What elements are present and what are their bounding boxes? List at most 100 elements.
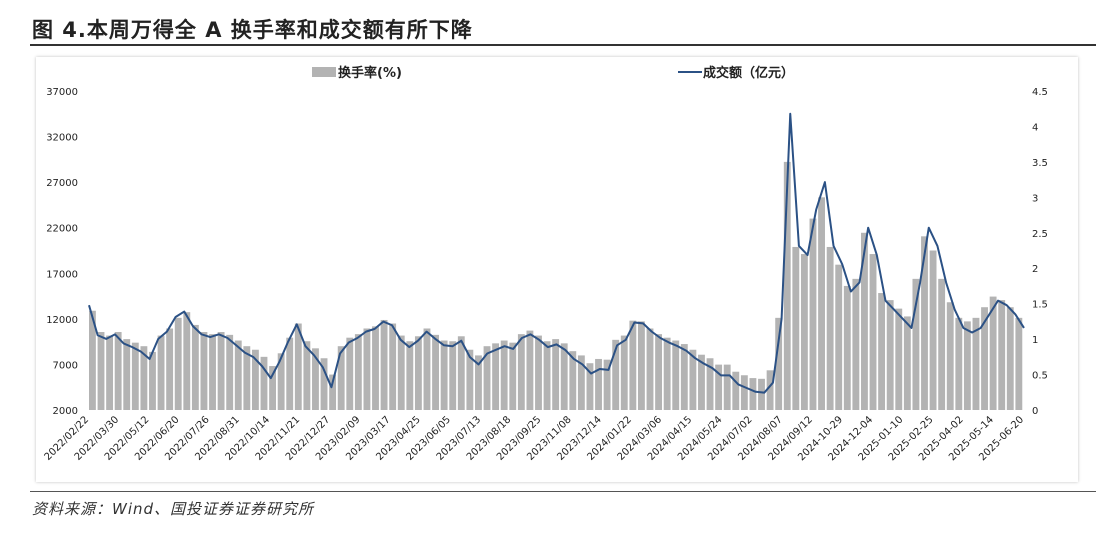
turnover-bar (800, 254, 808, 410)
turnover-bar (852, 278, 860, 410)
turnover-bar (886, 300, 894, 410)
turnover-bar (663, 337, 671, 410)
turnover-bar (440, 340, 448, 410)
turnover-bar (543, 341, 551, 410)
turnover-bar (955, 317, 963, 410)
right-tick-label: 2.5 (1032, 229, 1048, 240)
right-tick-label: 0 (1032, 406, 1038, 417)
turnover-bar (406, 341, 414, 410)
turnover-bar (655, 334, 663, 410)
turnover-bar (680, 344, 688, 410)
turnover-bar (449, 341, 457, 410)
turnover-bar (131, 342, 139, 410)
turnover-bar (269, 366, 276, 410)
right-tick-label: 0.5 (1032, 371, 1048, 382)
turnover-bar (380, 319, 388, 410)
turnover-bar (174, 317, 182, 410)
turnover-bar (286, 337, 294, 410)
turnover-bar (89, 310, 96, 410)
turnover-bar (320, 358, 328, 410)
turnover-bar (312, 348, 319, 410)
chart-frame: 2000 7000 12000 17000 22000 27000 32000 37000 0… (36, 57, 1078, 482)
turnover-bar (535, 335, 542, 410)
turnover-bar (483, 346, 491, 410)
right-tick-label: 1.5 (1032, 300, 1048, 311)
turnover-bar (157, 335, 165, 410)
turnover-bar (595, 358, 602, 410)
page-title: 图 4.本周万得全 A 换手率和成交额有所下降 (32, 18, 473, 42)
left-tick-label: 22000 (46, 224, 78, 235)
turnover-bar (843, 285, 851, 410)
turnover-bar (569, 351, 577, 410)
turnover-bar (989, 296, 997, 410)
legend-label-bars: 换手率(%) (338, 65, 402, 81)
turnover-bar (603, 359, 611, 410)
amount-line (88, 112, 1025, 394)
turnover-bar (432, 334, 439, 410)
turnover-bar (329, 374, 337, 410)
turnover-bar (234, 340, 242, 410)
right-tick-label: 4 (1032, 122, 1038, 133)
right-tick-label: 1 (1032, 335, 1038, 346)
turnover-bar (732, 371, 740, 410)
source-note: 资料来源：Wind、国投证券证券研究所 (32, 500, 315, 518)
turnover-bar (981, 307, 988, 410)
turnover-bar (586, 363, 594, 410)
turnover-bar (749, 378, 757, 410)
turnover-bar (758, 378, 765, 410)
source-rule (30, 491, 1096, 492)
turnover-bar (706, 358, 714, 410)
turnover-bar (140, 346, 148, 410)
turnover-bars (89, 161, 1023, 410)
turnover-bar (200, 332, 208, 410)
turnover-bar (243, 346, 251, 410)
turnover-bar (775, 317, 783, 410)
turnover-bar (457, 336, 465, 410)
turnover-bar (672, 340, 680, 410)
turnover-bar (629, 320, 637, 410)
turnover-bar (217, 332, 225, 410)
turnover-bar (363, 328, 371, 410)
turnover-bar (577, 355, 585, 410)
turnover-bar (251, 349, 259, 410)
turnover-bar (998, 300, 1006, 410)
turnover-bar (972, 317, 980, 410)
turnover-bar (423, 328, 431, 410)
turnover-bar (106, 335, 114, 410)
turnover-bar (372, 326, 379, 410)
turnover-bar (97, 332, 105, 410)
turnover-bar (552, 339, 560, 410)
turnover-bar (792, 246, 800, 410)
turnover-bar (123, 339, 131, 410)
turnover-bar (500, 340, 508, 410)
legend-swatch-bars (312, 67, 336, 77)
turnover-bar (1015, 317, 1023, 410)
turnover-bar (191, 324, 199, 410)
turnover-bar (689, 349, 697, 410)
turnover-bar (149, 351, 156, 410)
turnover-bar (835, 264, 843, 410)
turnover-bar (397, 335, 405, 410)
right-tick-label: 3 (1032, 193, 1038, 204)
turnover-bar (560, 343, 568, 410)
turnover-bar (646, 328, 654, 410)
turnover-bar (526, 330, 534, 410)
turnover-bar (929, 250, 937, 410)
turnover-bar (260, 356, 268, 410)
left-tick-label: 7000 (53, 360, 78, 371)
right-tick-label: 3.5 (1032, 158, 1048, 169)
turnover-bar (166, 328, 174, 410)
legend-label-line: 成交额（亿元） (703, 65, 794, 81)
turnover-bar (818, 197, 825, 410)
turnover-bar (698, 354, 705, 410)
turnover-bar (209, 334, 216, 410)
turnover-bar (783, 161, 791, 410)
turnover-bar (354, 334, 362, 410)
turnover-bar (612, 339, 620, 410)
turnover-bar (903, 316, 911, 410)
left-tick-label: 2000 (53, 406, 78, 417)
turnover-bar (809, 218, 817, 410)
turnover-bar (946, 302, 954, 410)
x-axis-ticks: 2022/02/222022/03/302022/05/122022/06/20… (43, 414, 1027, 463)
turnover-bar (912, 278, 920, 410)
